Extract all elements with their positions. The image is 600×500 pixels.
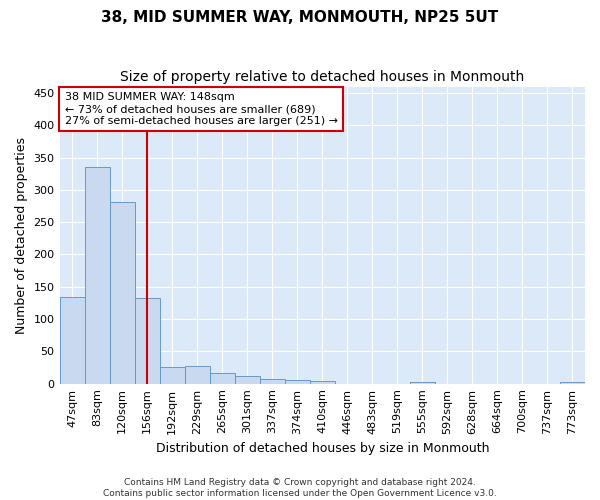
Bar (59, 297, 85, 384)
Bar (185, 366, 209, 384)
Bar (134, 298, 160, 384)
Y-axis label: Number of detached properties: Number of detached properties (15, 136, 28, 334)
Bar (110, 202, 134, 384)
Text: 38, MID SUMMER WAY, MONMOUTH, NP25 5UT: 38, MID SUMMER WAY, MONMOUTH, NP25 5UT (101, 10, 499, 25)
Bar (160, 367, 185, 384)
Bar (410, 382, 435, 384)
Text: Contains HM Land Registry data © Crown copyright and database right 2024.
Contai: Contains HM Land Registry data © Crown c… (103, 478, 497, 498)
Bar (285, 380, 310, 384)
Bar (235, 376, 260, 384)
Bar (260, 379, 285, 384)
Text: 38 MID SUMMER WAY: 148sqm
← 73% of detached houses are smaller (689)
27% of semi: 38 MID SUMMER WAY: 148sqm ← 73% of detac… (65, 92, 338, 126)
Bar (85, 168, 110, 384)
Bar (560, 382, 585, 384)
X-axis label: Distribution of detached houses by size in Monmouth: Distribution of detached houses by size … (155, 442, 489, 455)
Title: Size of property relative to detached houses in Monmouth: Size of property relative to detached ho… (120, 70, 524, 84)
Bar (310, 381, 335, 384)
Bar (209, 372, 235, 384)
